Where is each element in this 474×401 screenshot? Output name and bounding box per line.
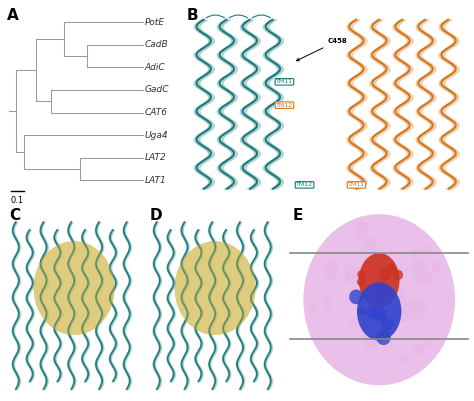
Ellipse shape — [354, 221, 368, 239]
Ellipse shape — [366, 307, 376, 318]
Ellipse shape — [412, 344, 425, 355]
Text: GadC: GadC — [145, 85, 169, 95]
Ellipse shape — [369, 284, 378, 293]
Ellipse shape — [343, 265, 357, 282]
Ellipse shape — [392, 284, 405, 298]
Text: TM12: TM12 — [276, 103, 293, 107]
Ellipse shape — [358, 306, 366, 315]
Ellipse shape — [357, 270, 366, 279]
Ellipse shape — [303, 214, 455, 385]
Text: D: D — [150, 209, 163, 223]
Ellipse shape — [357, 278, 365, 286]
Ellipse shape — [374, 281, 383, 290]
Text: C458: C458 — [297, 38, 347, 61]
Ellipse shape — [411, 248, 420, 258]
Text: Uga4: Uga4 — [145, 131, 168, 140]
Text: CAT6: CAT6 — [145, 108, 168, 117]
Ellipse shape — [365, 338, 378, 350]
Ellipse shape — [175, 241, 255, 335]
Ellipse shape — [431, 260, 442, 274]
Ellipse shape — [379, 268, 391, 281]
Ellipse shape — [393, 269, 403, 280]
Ellipse shape — [412, 258, 425, 270]
Ellipse shape — [349, 290, 363, 304]
Text: PotE: PotE — [145, 18, 165, 26]
Ellipse shape — [385, 263, 396, 275]
Ellipse shape — [324, 261, 337, 274]
Ellipse shape — [322, 298, 332, 310]
Ellipse shape — [396, 296, 410, 313]
Ellipse shape — [406, 301, 415, 311]
Ellipse shape — [323, 259, 338, 280]
Text: LAT2: LAT2 — [145, 153, 166, 162]
Ellipse shape — [34, 241, 114, 335]
Text: TM11: TM11 — [276, 79, 293, 84]
Ellipse shape — [417, 270, 433, 286]
Ellipse shape — [359, 253, 400, 308]
Ellipse shape — [309, 305, 318, 315]
Text: AdiC: AdiC — [145, 63, 165, 72]
Ellipse shape — [374, 295, 383, 303]
Ellipse shape — [376, 330, 391, 345]
Text: C: C — [9, 209, 20, 223]
Ellipse shape — [420, 244, 432, 256]
Text: TM12: TM12 — [296, 182, 313, 187]
Ellipse shape — [34, 241, 114, 335]
Text: LAT1: LAT1 — [145, 176, 166, 185]
Ellipse shape — [412, 263, 427, 282]
Ellipse shape — [400, 354, 410, 363]
Ellipse shape — [357, 282, 401, 340]
Ellipse shape — [409, 300, 426, 320]
Text: TM11: TM11 — [348, 182, 365, 187]
Text: A: A — [7, 8, 18, 23]
Ellipse shape — [363, 238, 378, 253]
Ellipse shape — [376, 285, 390, 300]
Ellipse shape — [371, 306, 386, 321]
Text: B: B — [186, 8, 198, 23]
Ellipse shape — [373, 286, 382, 296]
Ellipse shape — [378, 310, 387, 320]
Ellipse shape — [425, 339, 433, 347]
Ellipse shape — [348, 315, 361, 327]
Ellipse shape — [175, 241, 255, 335]
Text: 0.1: 0.1 — [11, 196, 24, 205]
Ellipse shape — [346, 273, 357, 284]
Ellipse shape — [394, 308, 410, 323]
Ellipse shape — [381, 318, 393, 331]
Text: E: E — [292, 209, 302, 223]
Text: CadB: CadB — [145, 40, 168, 49]
